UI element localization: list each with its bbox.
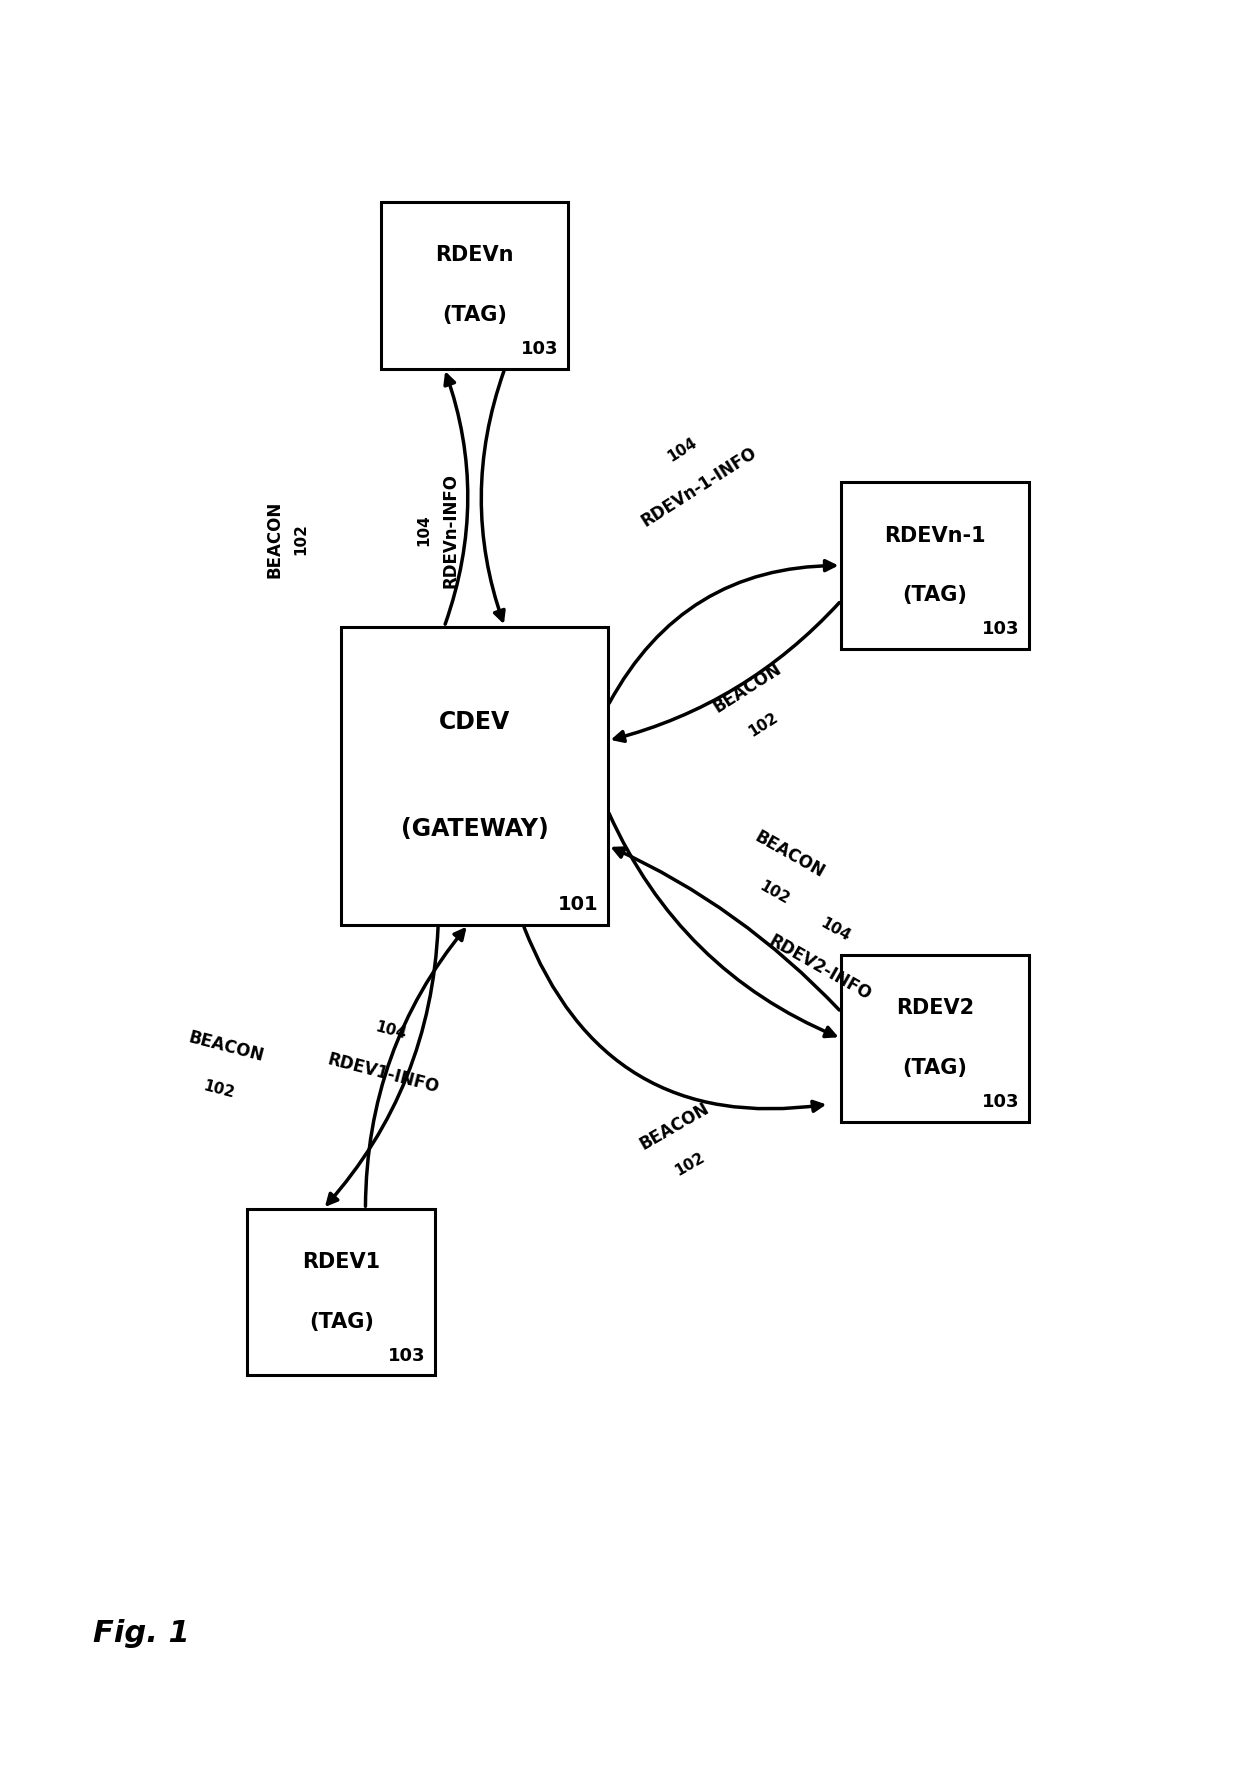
Text: 103: 103 [521,340,559,358]
Text: 104: 104 [417,514,432,546]
Text: 103: 103 [982,1092,1019,1112]
FancyArrowPatch shape [609,813,835,1037]
Text: 102: 102 [758,879,792,907]
Text: RDEV2: RDEV2 [897,998,975,1018]
Text: BEACON: BEACON [751,827,828,881]
FancyArrowPatch shape [614,603,839,742]
Text: 103: 103 [982,621,1019,639]
FancyBboxPatch shape [841,955,1029,1121]
Text: (TAG): (TAG) [903,585,967,605]
Text: RDEVn-1: RDEVn-1 [884,525,986,546]
Text: BEACON: BEACON [636,1099,713,1153]
FancyArrowPatch shape [609,560,835,703]
Text: CDEV: CDEV [439,710,510,735]
Text: (TAG): (TAG) [443,306,507,326]
Text: (TAG): (TAG) [309,1313,373,1332]
FancyArrowPatch shape [481,372,503,621]
Text: 104: 104 [817,916,852,945]
FancyArrowPatch shape [614,849,839,1010]
FancyBboxPatch shape [381,203,568,368]
Text: BEACON: BEACON [709,660,785,717]
Text: 104: 104 [665,434,699,464]
Text: 102: 102 [746,710,781,740]
Text: BEACON: BEACON [186,1028,265,1066]
Text: (GATEWAY): (GATEWAY) [401,817,548,841]
Text: 102: 102 [201,1078,236,1101]
Text: 103: 103 [388,1347,425,1364]
Text: RDEVn: RDEVn [435,246,513,265]
FancyBboxPatch shape [341,626,608,925]
Text: (TAG): (TAG) [903,1059,967,1078]
Text: BEACON: BEACON [265,500,284,578]
Text: RDEVn-INFO: RDEVn-INFO [441,473,459,589]
Text: RDEV1-INFO: RDEV1-INFO [326,1050,441,1096]
FancyBboxPatch shape [247,1210,435,1375]
Text: RDEVn-1-INFO: RDEVn-1-INFO [637,443,760,530]
FancyBboxPatch shape [841,482,1029,649]
FancyArrowPatch shape [525,927,822,1112]
FancyArrowPatch shape [445,375,467,624]
FancyArrowPatch shape [327,927,438,1204]
Text: RDEV2-INFO: RDEV2-INFO [765,932,874,1005]
Text: RDEV1: RDEV1 [303,1252,381,1272]
Text: 102: 102 [294,523,309,555]
Text: 102: 102 [672,1149,707,1178]
Text: 101: 101 [558,895,598,914]
FancyArrowPatch shape [366,930,464,1206]
Text: 104: 104 [374,1019,408,1042]
Text: Fig. 1: Fig. 1 [93,1619,190,1649]
